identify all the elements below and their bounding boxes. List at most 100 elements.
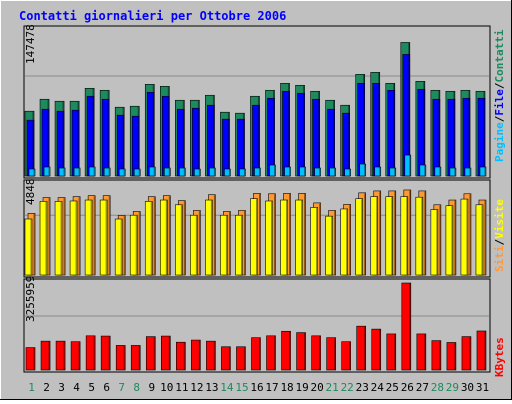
- sites-bar-day-7-shade: [120, 219, 122, 275]
- sites-bar-day-19-shade: [301, 200, 303, 275]
- kbytes-bar-day-1-shade: [33, 348, 35, 370]
- sites-bar-day-13-shade: [210, 200, 213, 275]
- day-label-21: 21: [326, 381, 339, 394]
- kbytes-bar-day-4-shade: [78, 342, 80, 370]
- day-label-3: 3: [58, 381, 65, 394]
- files-bar-day-18-shade: [288, 91, 290, 176]
- pages-bar-day-17-shade: [274, 165, 276, 176]
- kbytes-ymax-label: 3255959: [24, 276, 37, 322]
- files-bar-day-14-shade: [227, 119, 230, 176]
- pages-bar-day-23: [359, 163, 367, 177]
- kbytes-bar-day-9: [145, 336, 156, 371]
- day-label-10: 10: [160, 381, 173, 394]
- files-bar-day-12-shade: [197, 108, 200, 176]
- sites-bar-day-9-shade: [150, 201, 152, 275]
- sites-bar-day-20-shade: [316, 207, 318, 275]
- kbytes-bar-day-9-shade: [153, 337, 155, 370]
- kbytes-bar-day-12-shade: [198, 340, 201, 370]
- pages-bar-day-10-shade: [168, 168, 170, 176]
- day-label-8: 8: [133, 381, 140, 394]
- day-label-14: 14: [220, 381, 234, 394]
- pages-bar-day-17: [269, 164, 276, 177]
- day-label-1: 1: [28, 381, 35, 394]
- kbytes-bar-day-6: [100, 335, 111, 371]
- kbytes-bar-day-16-shade: [258, 338, 261, 370]
- pages-bar-day-23-shade: [364, 164, 366, 176]
- kbytes-bar-day-19-shade: [304, 333, 306, 370]
- kbytes-bar-day-5: [85, 335, 96, 371]
- files-bar-day-2-shade: [47, 109, 49, 176]
- pages-bar-day-9: [148, 166, 156, 177]
- sites-bar-day-31-shade: [481, 205, 483, 275]
- sites-bar-day-31: [475, 204, 484, 276]
- sites-bar-day-23-shade: [361, 199, 363, 275]
- kbytes-bar-day-15: [236, 346, 246, 371]
- visits-bar-day-13-shade: [213, 195, 216, 275]
- pages-bar-day-8: [133, 168, 141, 177]
- kbytes-bar-day-21-shade: [334, 338, 336, 370]
- kbytes-bar-day-25-shade: [394, 334, 396, 370]
- kbytes-bar-day-10-shade: [168, 336, 170, 370]
- kbytes-bar-day-26: [401, 282, 412, 371]
- kbytes-bar-day-14-shade: [228, 347, 231, 370]
- day-label-28: 28: [431, 381, 444, 394]
- legend-sites: Siti: [493, 245, 506, 272]
- kbytes-bar-day-4: [70, 341, 81, 371]
- kbytes-bar-day-17: [266, 335, 276, 371]
- kbytes-bar-day-26-shade: [409, 283, 411, 370]
- files-bar-day-19-shade: [303, 93, 305, 176]
- files-bar-day-22-shade: [348, 113, 350, 176]
- sites-bar-day-27-shade: [421, 197, 423, 275]
- sites-bar-day-9: [144, 201, 153, 276]
- sites-bar-day-3-shade: [60, 201, 62, 275]
- day-label-4: 4: [73, 381, 80, 394]
- pages-bar-day-2-shade: [48, 167, 50, 176]
- kbytes-bar-day-17-shade: [274, 336, 276, 370]
- sites-bar-day-12-shade: [195, 215, 198, 275]
- kbytes-bar-day-24: [371, 328, 382, 371]
- pages-bar-day-13: [209, 167, 216, 177]
- sites-bar-day-1-shade: [30, 219, 32, 275]
- pages-bar-day-22-shade: [349, 169, 351, 176]
- visits-bar-day-27-shade: [424, 191, 426, 275]
- visits-bar-day-17-shade: [274, 194, 276, 275]
- kbytes-bar-day-29: [446, 342, 457, 371]
- files-bar-day-13-shade: [212, 105, 215, 176]
- legend-kbytes: KBytes: [493, 337, 506, 377]
- visits-bar-day-10-shade: [168, 196, 170, 275]
- kbytes-bar-day-28-shade: [439, 341, 441, 370]
- day-label-7: 7: [118, 381, 125, 394]
- visits-bar-day-24-shade: [379, 191, 381, 275]
- visits-bar-day-29-shade: [454, 200, 456, 275]
- kbytes-bar-day-14: [221, 346, 231, 371]
- legend-visits: Visite: [493, 199, 506, 239]
- files-bar-day-7-shade: [122, 115, 124, 176]
- pages-bar-day-19: [299, 166, 306, 177]
- pages-bar-day-20: [314, 167, 321, 177]
- kbytes-bar-day-29-shade: [454, 342, 456, 370]
- files-bar-day-28-shade: [438, 99, 440, 176]
- kbytes-bar-day-11: [176, 341, 186, 371]
- sites-bar-day-16-shade: [255, 199, 258, 275]
- pages-files-hits-legend: Pagine/File/Contatti: [493, 29, 506, 162]
- day-label-19: 19: [295, 381, 308, 394]
- day-labels: 1 2 3 4 5 6 7 8 9 10 11 12 13 14 15 16 17 18 19 20 21 22 23 24 2…: [28, 381, 489, 394]
- sites-bar-day-10: [159, 199, 168, 276]
- sites-bar-day-15-shade: [240, 215, 243, 275]
- day-label-17: 17: [265, 381, 278, 394]
- sites-bar-day-18: [280, 199, 288, 276]
- kbytes-bar-day-1: [25, 347, 36, 371]
- sites-bar-day-12: [190, 214, 198, 276]
- sites-bar-day-8-shade: [135, 215, 137, 275]
- sites-bar-day-3: [54, 201, 63, 276]
- visits-bar-day-4-shade: [78, 197, 80, 275]
- pages-bar-day-28: [434, 166, 442, 177]
- files-bar-day-25-shade: [393, 90, 395, 176]
- kbytes-bar-day-7-shade: [123, 345, 125, 370]
- files-bar-day-23-shade: [363, 83, 365, 176]
- visits-bar-day-1-shade: [33, 213, 35, 275]
- pages-bar-day-15: [239, 168, 246, 177]
- sites-visits-legend: Siti/Visite: [493, 199, 506, 272]
